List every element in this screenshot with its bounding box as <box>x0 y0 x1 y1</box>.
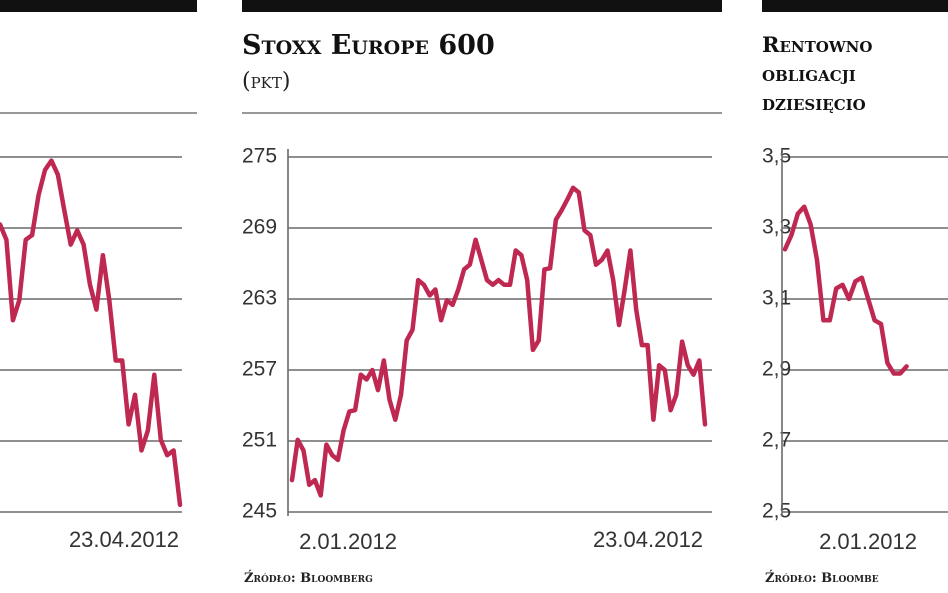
x-start-label: 2.01.2012 <box>819 529 917 554</box>
y-tick-label: 269 <box>242 216 277 239</box>
y-tick-label: 3,5 <box>762 145 791 168</box>
y-tick-label: 2,5 <box>762 500 791 523</box>
y-tick-label: 2,9 <box>762 358 791 381</box>
y-tick-label: 275 <box>242 145 277 168</box>
x-start-label: 2.01.2012 <box>299 529 397 554</box>
y-tick-label: 3,1 <box>762 287 791 310</box>
header-bar <box>762 0 948 12</box>
source: Źródło: Bloomberg <box>244 570 373 586</box>
data-line <box>0 158 183 508</box>
chart-subtitle: (pkt) <box>242 69 290 94</box>
data-line <box>782 204 909 376</box>
y-tick-label: 3,3 <box>762 216 791 239</box>
y-tick-label: 257 <box>242 358 277 381</box>
chart-title: obligacji <box>762 61 856 86</box>
y-tick-label: 263 <box>242 287 277 310</box>
y-tick-label: 245 <box>242 500 277 523</box>
y-tick-label: 251 <box>242 429 277 452</box>
chart-title: Rentowno <box>762 32 872 57</box>
chart-title: dziesięcio <box>762 90 866 115</box>
chart-title: Stoxx Europe 600 <box>242 30 495 61</box>
source: Źródło: Bloombe <box>765 570 879 586</box>
header-bar <box>242 0 722 12</box>
x-end-label: 23.04.2012 <box>69 527 179 552</box>
data-line <box>289 185 708 498</box>
header-bar <box>0 0 197 12</box>
x-end-label: 23.04.2012 <box>593 527 703 552</box>
y-tick-label: 2,7 <box>762 429 791 452</box>
